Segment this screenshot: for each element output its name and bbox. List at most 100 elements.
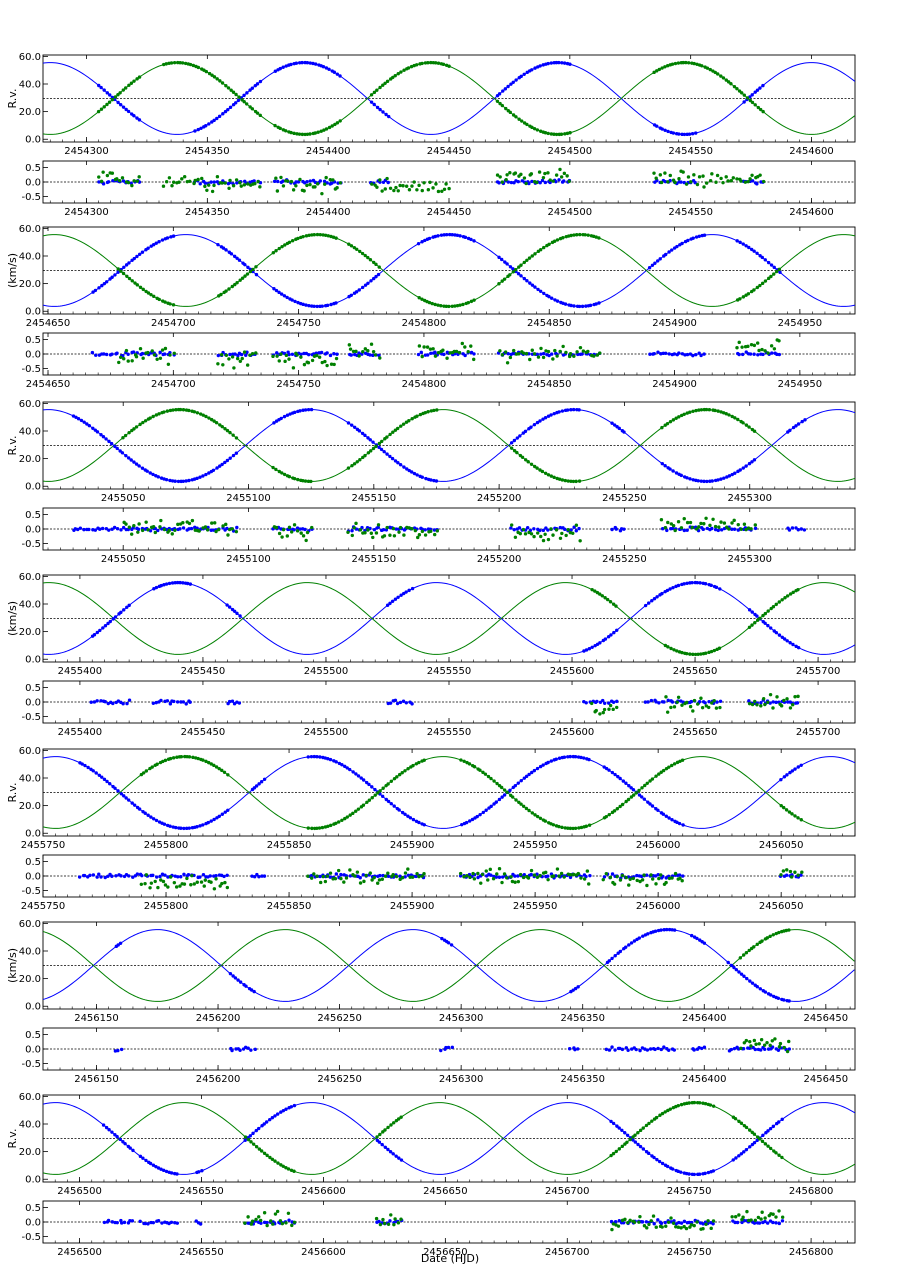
primary-rv-point — [221, 112, 225, 116]
secondary-rv-point — [721, 411, 726, 415]
primary-rv-point — [527, 772, 531, 777]
secondary-residual-point — [766, 700, 770, 704]
primary-residual-point — [348, 874, 353, 878]
rv-panel-2: 2454650 2454700 2454750 2454800 2454850 24549… — [6, 224, 856, 329]
primary-rv-point — [509, 82, 513, 86]
secondary-rv-point — [458, 303, 462, 307]
primary-rv-point — [279, 1110, 283, 1114]
secondary-residual-point — [312, 872, 316, 876]
secondary-residual-point — [746, 344, 750, 349]
secondary-residual-point — [649, 1219, 653, 1223]
secondary-residual-point — [781, 869, 786, 873]
secondary-residual-point — [159, 878, 163, 882]
secondary-rv-point — [674, 416, 678, 420]
secondary-residual-point — [385, 176, 389, 181]
secondary-residual-point — [739, 179, 743, 183]
primary-rv-point — [671, 585, 675, 590]
secondary-residual-point — [227, 186, 231, 191]
primary-rv-point — [361, 778, 366, 782]
primary-model-curve — [43, 62, 855, 135]
secondary-residual-point — [153, 879, 157, 884]
primary-rv-point — [760, 255, 764, 260]
primary-residual-point — [653, 1047, 657, 1052]
primary-residual-point — [577, 526, 581, 531]
secondary-residual-point — [498, 349, 502, 353]
primary-rv-point — [275, 1112, 280, 1116]
secondary-residual-point — [562, 875, 566, 879]
secondary-residual-point — [324, 175, 328, 180]
primary-rv-point — [800, 419, 804, 424]
secondary-residual-point — [546, 349, 551, 354]
primary-residual-point — [771, 700, 775, 704]
x-tick-label: 2456150 — [74, 1074, 119, 1085]
secondary-residual-point — [587, 882, 591, 886]
primary-residual-point — [635, 873, 639, 878]
primary-rv-point — [665, 927, 669, 932]
primary-rv-point — [254, 1128, 259, 1133]
secondary-rv-point — [290, 238, 295, 243]
primary-rv-point — [588, 303, 593, 308]
primary-rv-point — [220, 812, 225, 816]
primary-rv-point — [546, 414, 551, 418]
secondary-residual-point — [240, 356, 244, 361]
secondary-residual-point — [743, 180, 748, 184]
primary-rv-point — [382, 449, 386, 454]
secondary-rv-point — [254, 265, 258, 269]
secondary-residual-point — [249, 1222, 254, 1226]
primary-residual-point — [506, 351, 510, 356]
secondary-residual-point — [348, 347, 353, 351]
primary-residual-point — [349, 353, 353, 357]
secondary-residual-point — [192, 181, 196, 186]
primary-residual-point — [212, 180, 216, 184]
secondary-residual-point — [444, 182, 448, 186]
secondary-residual-point — [344, 876, 349, 880]
primary-residual-point — [543, 180, 548, 185]
primary-residual-point — [538, 181, 542, 185]
secondary-residual-point — [521, 527, 526, 532]
secondary-residual-point — [136, 530, 140, 534]
primary-rv-point — [279, 292, 284, 296]
secondary-residual-point — [579, 876, 583, 880]
primary-rv-point — [637, 936, 641, 940]
secondary-residual-point — [177, 180, 181, 184]
secondary-rv-point — [633, 1133, 637, 1137]
secondary-rv-point — [249, 1140, 253, 1144]
secondary-residual-point — [382, 534, 387, 538]
secondary-rv-point — [677, 415, 681, 419]
secondary-residual-point — [628, 1218, 632, 1223]
secondary-rv-point — [370, 796, 374, 800]
primary-residual-point — [692, 1048, 696, 1052]
secondary-rv-point — [735, 87, 739, 91]
primary-residual-point — [156, 528, 160, 533]
x-tick-label: 2456800 — [789, 1186, 834, 1197]
secondary-rv-point — [666, 645, 670, 649]
primary-rv-point — [137, 807, 142, 811]
primary-rv-point — [388, 1150, 393, 1154]
secondary-rv-point — [481, 770, 485, 775]
secondary-rv-point — [707, 408, 712, 412]
primary-rv-point — [397, 808, 401, 812]
primary-rv-point — [709, 583, 713, 588]
secondary-residual-point — [250, 1219, 255, 1223]
primary-rv-point — [234, 451, 239, 455]
rv-panel-5: 2455750 2455800 2455850 2455900 2455950 24560… — [6, 746, 856, 851]
secondary-rv-point — [654, 1115, 659, 1120]
primary-residual-point — [799, 527, 804, 531]
primary-rv-point — [609, 1119, 613, 1124]
secondary-residual-point — [234, 178, 239, 182]
secondary-residual-point — [422, 872, 426, 876]
secondary-residual-point — [232, 366, 236, 370]
secondary-rv-point — [661, 768, 666, 773]
primary-rv-point — [124, 453, 128, 458]
primary-rv-point — [290, 298, 294, 302]
secondary-rv-point — [594, 235, 598, 239]
primary-rv-point — [167, 581, 172, 586]
primary-rv-point — [689, 933, 694, 938]
secondary-residual-point — [308, 182, 312, 187]
primary-rv-point — [206, 820, 210, 825]
secondary-residual-point — [325, 363, 329, 368]
secondary-rv-point — [134, 425, 139, 429]
primary-rv-point — [650, 263, 655, 268]
secondary-residual-point — [700, 705, 705, 710]
secondary-residual-point — [214, 529, 218, 534]
